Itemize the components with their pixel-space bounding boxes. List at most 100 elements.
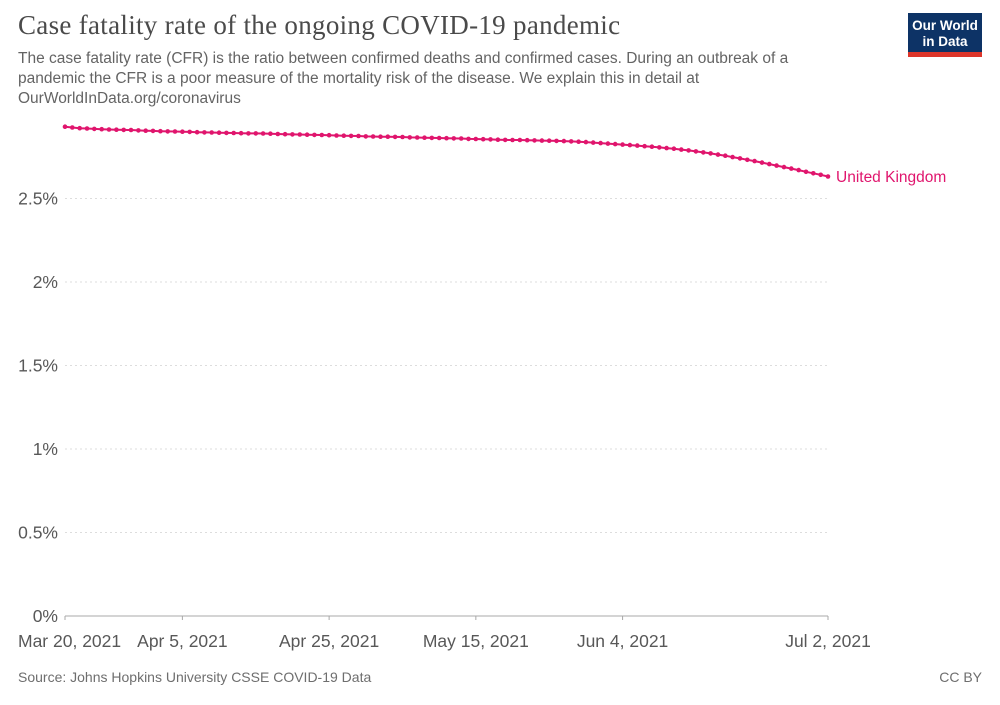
data-point[interactable]: [128, 127, 134, 133]
data-point[interactable]: [282, 131, 288, 137]
data-point[interactable]: [583, 139, 589, 145]
data-point[interactable]: [767, 161, 772, 167]
data-point[interactable]: [781, 164, 787, 170]
data-point[interactable]: [268, 131, 273, 136]
data-point[interactable]: [202, 130, 207, 135]
data-point[interactable]: [605, 141, 611, 146]
data-point[interactable]: [480, 136, 486, 142]
data-point[interactable]: [84, 126, 90, 131]
data-point[interactable]: [524, 137, 530, 143]
data-point[interactable]: [143, 128, 148, 133]
data-point[interactable]: [172, 129, 178, 134]
data-point[interactable]: [561, 138, 567, 144]
data-point[interactable]: [495, 137, 501, 142]
data-point[interactable]: [253, 131, 259, 136]
data-point[interactable]: [664, 145, 669, 151]
license-badge[interactable]: CC BY: [939, 669, 982, 685]
data-point[interactable]: [466, 136, 471, 142]
data-point[interactable]: [165, 129, 170, 134]
data-point[interactable]: [774, 163, 779, 168]
data-point[interactable]: [363, 134, 369, 139]
data-point[interactable]: [260, 131, 266, 136]
data-point[interactable]: [708, 151, 713, 156]
data-point[interactable]: [436, 135, 442, 141]
data-point[interactable]: [275, 131, 281, 137]
data-point[interactable]: [216, 130, 222, 135]
data-point[interactable]: [759, 160, 765, 165]
data-point[interactable]: [400, 134, 405, 140]
data-point[interactable]: [312, 132, 317, 138]
data-point[interactable]: [701, 150, 706, 155]
data-point[interactable]: [649, 144, 655, 149]
data-point[interactable]: [106, 127, 112, 132]
cfr-line-chart[interactable]: 0% 0.5% 1% 1.5% 2% 2.5% Mar 20, 2021 Apr 5, 202…: [0, 105, 1000, 665]
data-point[interactable]: [796, 167, 801, 173]
series-end-label[interactable]: United Kingdom: [836, 169, 946, 186]
data-point[interactable]: [62, 124, 68, 129]
data-point[interactable]: [326, 132, 332, 138]
data-point[interactable]: [568, 139, 574, 144]
data-point[interactable]: [671, 146, 677, 151]
data-point[interactable]: [319, 132, 325, 138]
data-point[interactable]: [246, 131, 251, 136]
data-point[interactable]: [92, 126, 97, 132]
data-point[interactable]: [341, 133, 347, 138]
data-point[interactable]: [811, 171, 816, 176]
data-point[interactable]: [451, 136, 457, 141]
data-point[interactable]: [612, 141, 618, 147]
data-point[interactable]: [158, 128, 163, 134]
data-point[interactable]: [180, 129, 185, 134]
data-point[interactable]: [620, 142, 625, 147]
data-point[interactable]: [297, 132, 303, 137]
data-point[interactable]: [789, 166, 794, 171]
data-point[interactable]: [546, 138, 552, 143]
data-point[interactable]: [99, 126, 104, 132]
data-point[interactable]: [422, 135, 427, 140]
data-point[interactable]: [473, 136, 479, 142]
data-point[interactable]: [114, 127, 119, 132]
data-point[interactable]: [290, 132, 295, 137]
data-point[interactable]: [554, 138, 559, 144]
data-point[interactable]: [187, 129, 192, 135]
data-point[interactable]: [304, 132, 310, 137]
data-point[interactable]: [635, 143, 640, 148]
data-point[interactable]: [77, 125, 82, 131]
data-point[interactable]: [209, 130, 214, 135]
data-point[interactable]: [510, 137, 515, 143]
data-point[interactable]: [378, 134, 383, 139]
data-point[interactable]: [488, 137, 493, 142]
data-point[interactable]: [590, 140, 596, 145]
data-point[interactable]: [737, 156, 743, 161]
data-point[interactable]: [723, 153, 728, 158]
data-point[interactable]: [136, 128, 141, 133]
data-point[interactable]: [224, 130, 229, 136]
data-point[interactable]: [502, 137, 508, 143]
data-point[interactable]: [752, 158, 757, 164]
data-point[interactable]: [150, 128, 156, 134]
data-point[interactable]: [657, 145, 662, 150]
data-point[interactable]: [818, 172, 823, 178]
data-point[interactable]: [825, 174, 831, 179]
data-point[interactable]: [642, 143, 647, 149]
data-point[interactable]: [715, 152, 721, 157]
data-point[interactable]: [414, 135, 420, 140]
data-point[interactable]: [392, 134, 398, 140]
data-point[interactable]: [444, 135, 449, 141]
data-point[interactable]: [121, 127, 126, 133]
data-point[interactable]: [370, 134, 376, 139]
data-point[interactable]: [356, 133, 361, 139]
data-point[interactable]: [576, 139, 581, 144]
data-point[interactable]: [194, 129, 200, 135]
data-point[interactable]: [693, 149, 699, 154]
data-line[interactable]: [64, 125, 829, 178]
data-point[interactable]: [730, 154, 735, 160]
data-point[interactable]: [238, 130, 244, 136]
data-point[interactable]: [429, 135, 435, 141]
data-point[interactable]: [803, 169, 809, 175]
data-point[interactable]: [517, 137, 523, 143]
data-point[interactable]: [458, 136, 464, 141]
data-point[interactable]: [627, 142, 633, 148]
data-point[interactable]: [745, 157, 750, 163]
owid-logo[interactable]: Our World in Data: [908, 13, 982, 57]
data-point[interactable]: [407, 135, 413, 140]
